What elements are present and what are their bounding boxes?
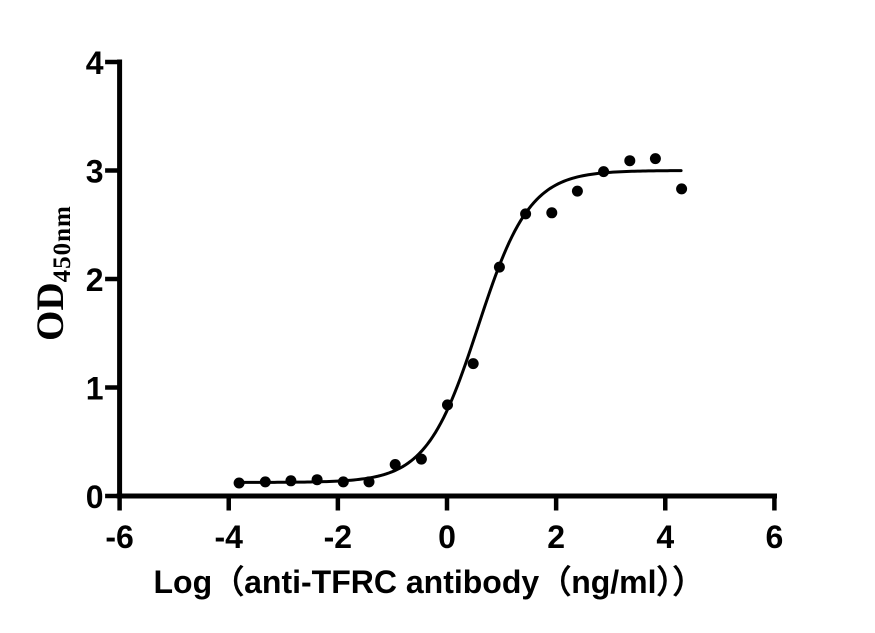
- data-point: [363, 476, 375, 488]
- data-point: [259, 476, 271, 488]
- data-point: [467, 358, 479, 370]
- y-tick-label: 2: [86, 262, 104, 298]
- y-tick-label: 4: [86, 45, 104, 81]
- data-point: [571, 185, 583, 197]
- data-point: [546, 207, 558, 219]
- y-tick-label: 1: [86, 371, 104, 407]
- x-tick-label: 0: [438, 519, 456, 555]
- x-tick-labels: -6 -4 -2 0 2 4 6: [105, 519, 783, 555]
- data-point: [649, 153, 661, 165]
- data-point: [676, 183, 688, 195]
- data-point: [285, 475, 297, 487]
- data-point: [442, 399, 453, 411]
- data-point: [493, 261, 505, 273]
- x-tick-label: 2: [547, 519, 565, 555]
- y-axis-title: OD450nm: [29, 205, 76, 341]
- axes-layer: [105, 59, 777, 511]
- y-axis-title-main: OD: [29, 282, 72, 341]
- data-point: [624, 155, 636, 167]
- data-points-layer: [233, 153, 688, 489]
- x-tick-label: 6: [766, 519, 784, 555]
- data-point: [520, 208, 532, 220]
- data-point: [389, 459, 401, 470]
- data-point: [233, 477, 245, 489]
- y-tick-label: 0: [86, 479, 104, 515]
- fit-curve-layer: [237, 169, 683, 484]
- x-tick-label: -6: [105, 519, 133, 555]
- data-point: [598, 166, 610, 178]
- x-tick-label: 4: [656, 519, 674, 555]
- x-tick-label: -2: [324, 519, 352, 555]
- x-tick-label: -4: [215, 519, 244, 555]
- data-point: [415, 453, 427, 465]
- fit-curve: [237, 169, 683, 484]
- y-tick-labels: 0 1 2 3 4: [86, 45, 104, 515]
- data-point: [311, 474, 323, 486]
- y-tick-label: 3: [86, 154, 104, 190]
- y-axis-title-subscript: 450nm: [49, 205, 76, 282]
- data-point: [337, 476, 349, 488]
- x-axis-title: Log（anti-TFRC antibody（ng/ml））: [153, 564, 704, 600]
